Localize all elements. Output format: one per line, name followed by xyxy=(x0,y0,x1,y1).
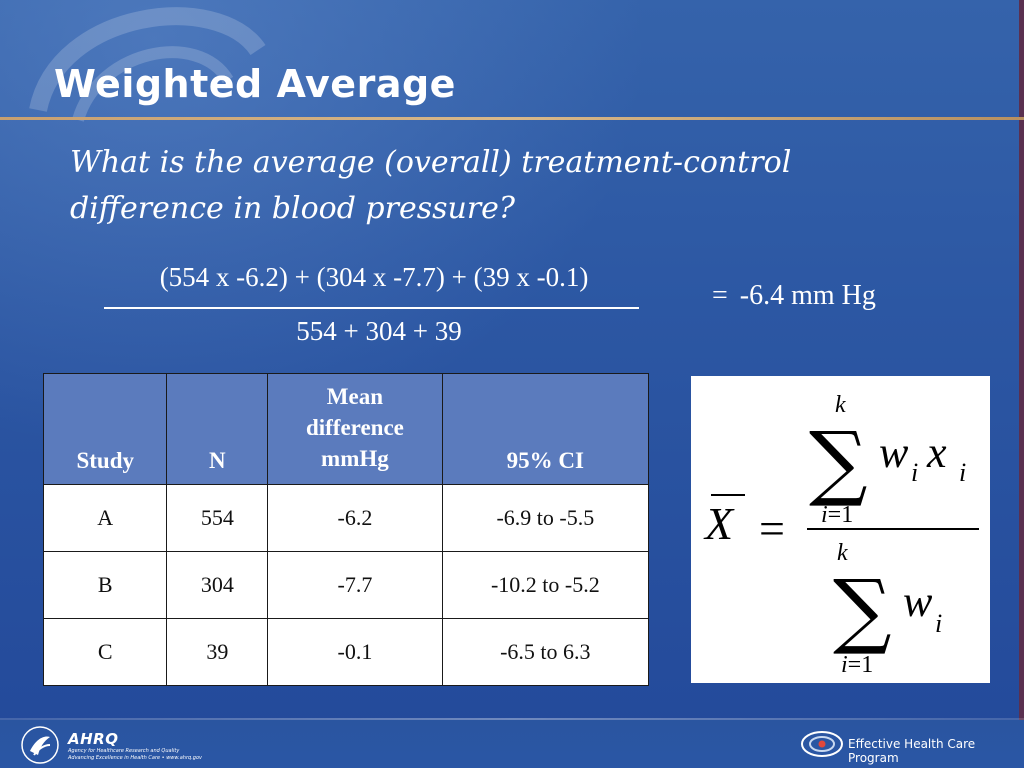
cell-n: 304 xyxy=(166,551,269,619)
table-row: B 304 -7.7 -10.2 to -5.2 xyxy=(42,551,650,619)
right-edge-strip xyxy=(1019,0,1024,768)
numerator-value-sub: i xyxy=(959,458,966,487)
header-mean-line2: difference xyxy=(305,415,404,440)
fraction-bar xyxy=(104,307,639,309)
cell-ci: -6.9 to -5.5 xyxy=(441,484,650,552)
hhs-eagle-icon xyxy=(21,726,59,764)
header-mean-line3: mmHg xyxy=(321,446,389,471)
cell-n: 554 xyxy=(166,484,269,552)
cell-study: A xyxy=(42,484,168,552)
lower-sum-limit: k xyxy=(837,540,848,566)
upper-lower-eq: = xyxy=(828,502,842,528)
lower-sigma: ∑ xyxy=(833,563,892,658)
footer-divider xyxy=(0,718,1024,720)
upper-lower-index: i xyxy=(821,502,828,528)
lower-lower-limit: i=1 xyxy=(841,652,873,678)
title-divider xyxy=(0,117,1024,120)
numerator-weight-sub: i xyxy=(911,458,918,487)
formula-graphic: X = k ∑ w i x i i=1 k ∑ w i i=1 xyxy=(703,392,979,678)
header-n: N xyxy=(166,373,269,485)
question-text: What is the average (overall) treatment-… xyxy=(70,145,792,226)
upper-sigma: ∑ xyxy=(809,415,868,510)
numerator-weight: w xyxy=(879,428,909,477)
ahrq-subtitle: Agency for Healthcare Research and Quali… xyxy=(68,748,180,754)
cell-study: B xyxy=(42,551,168,619)
numerator-value: x xyxy=(926,428,947,477)
cell-mean: -6.2 xyxy=(267,484,443,552)
ehc-program-icon xyxy=(801,731,843,757)
lower-lower-index: i xyxy=(841,652,848,678)
header-mean-difference: Mean difference mmHg xyxy=(267,373,443,485)
ehc-program-name: Effective Health Care Program xyxy=(848,737,976,765)
lower-lower-start: 1 xyxy=(861,652,873,678)
cell-ci: -6.5 to 6.3 xyxy=(441,618,650,686)
header-mean-line1: Mean xyxy=(326,384,384,409)
table-row: A 554 -6.2 -6.9 to -5.5 xyxy=(42,484,650,552)
background-swirl-graphic xyxy=(29,7,266,122)
cell-n: 39 xyxy=(166,618,269,686)
ahrq-name: AHRQ xyxy=(68,730,119,748)
ahrq-logo: AHRQ Agency for Healthcare Research and … xyxy=(68,730,202,762)
denominator-weight: w xyxy=(903,577,933,626)
denominator-weight-sub: i xyxy=(935,609,942,638)
slide-footer xyxy=(0,720,1024,768)
formula-lhs: X xyxy=(703,498,735,549)
fraction-numerator: (554 x -6.2) + (304 x -7.7) + (39 x -0.1… xyxy=(159,262,589,292)
cell-mean: -0.1 xyxy=(267,618,443,686)
result-equals-sign: = xyxy=(712,280,728,311)
header-study: Study xyxy=(42,373,168,485)
table-header-row: Study N Mean difference mmHg 95% CI xyxy=(42,373,650,485)
result-value: -6.4 mm Hg xyxy=(739,280,876,311)
slide-title: Weighted Average xyxy=(54,62,456,106)
lower-lower-eq: = xyxy=(848,652,862,678)
weighted-mean-formula: X = k ∑ w i x i i=1 k ∑ w i i=1 xyxy=(691,376,990,683)
fraction-denominator: 554 + 304 + 39 xyxy=(296,316,462,346)
upper-lower-limit: i=1 xyxy=(821,502,853,528)
formula-equals: = xyxy=(759,503,785,554)
calculation-result: = -6.4 mm Hg xyxy=(712,280,876,312)
upper-sum-limit: k xyxy=(835,392,846,418)
upper-lower-start: 1 xyxy=(841,502,853,528)
study-table: Study N Mean difference mmHg 95% CI A 55… xyxy=(42,373,650,686)
ahrq-tagline: Advancing Excellence in Health Care • ww… xyxy=(68,755,202,761)
cell-study: C xyxy=(42,618,168,686)
header-ci: 95% CI xyxy=(441,373,650,485)
cell-mean: -7.7 xyxy=(267,551,443,619)
cell-ci: -10.2 to -5.2 xyxy=(441,551,650,619)
table-row: C 39 -0.1 -6.5 to 6.3 xyxy=(42,618,650,686)
